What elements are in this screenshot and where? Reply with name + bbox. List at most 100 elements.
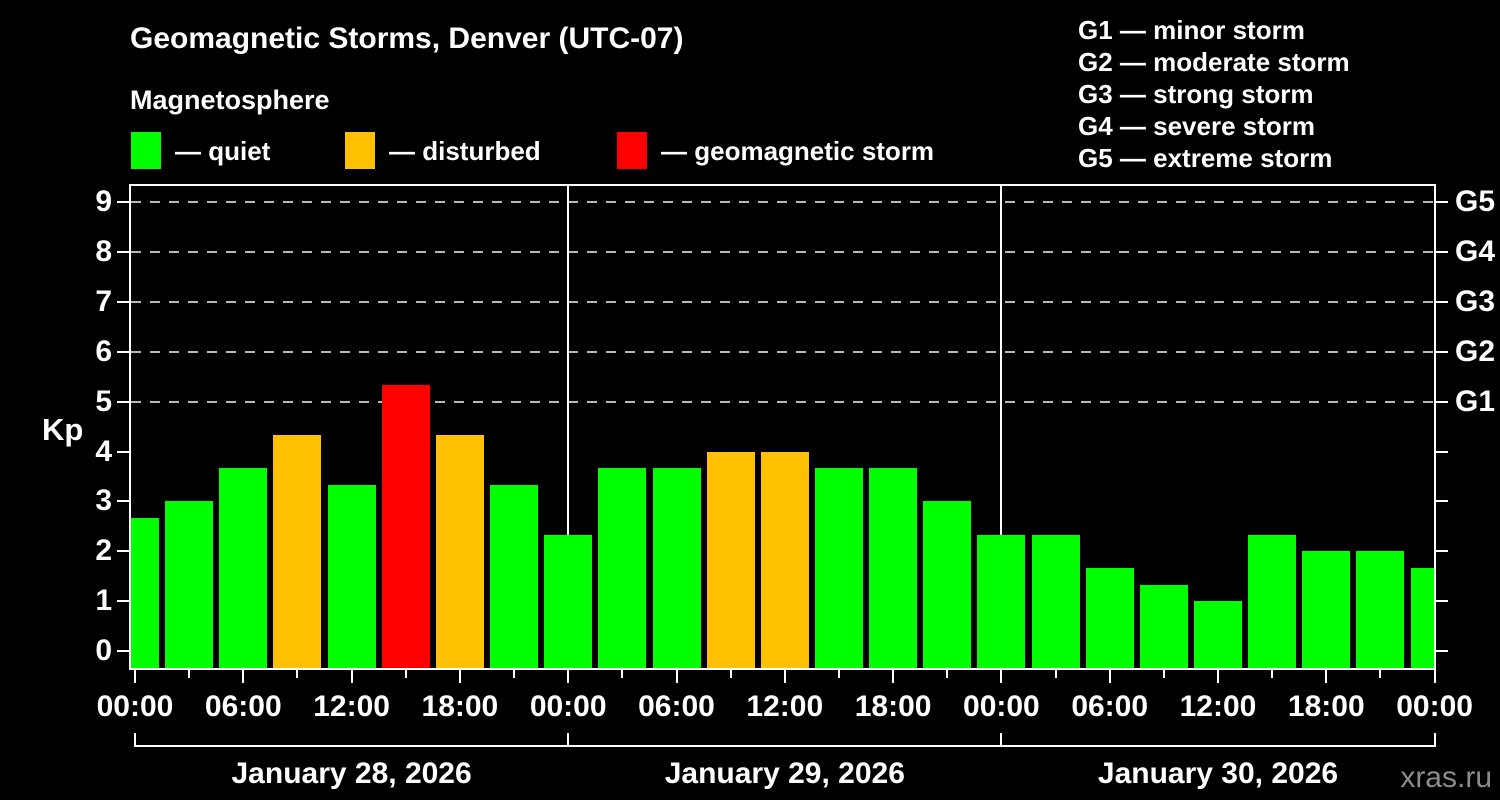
legend-swatch-disturbed <box>345 132 375 169</box>
kp-bar <box>131 517 159 668</box>
x-tick-label: 18:00 <box>421 690 499 723</box>
x-tick-label: 00:00 <box>963 690 1040 723</box>
right-axis-tick <box>1435 450 1448 453</box>
legend-swatch-quiet <box>131 132 161 169</box>
y-tick-label: 0 <box>95 634 112 667</box>
gridline-g3 <box>131 301 1434 304</box>
day-separator <box>567 186 570 668</box>
kp-bar <box>598 468 647 668</box>
y-tick-label: 3 <box>95 484 112 518</box>
date-bracket-tick <box>1433 733 1436 747</box>
x-tick-label: 18:00 <box>1287 690 1365 723</box>
kp-bar <box>1085 567 1134 668</box>
x-axis-minor-tick <box>513 669 516 678</box>
y-tick-label: 1 <box>95 584 112 618</box>
right-axis-tick <box>1435 201 1448 204</box>
kp-bar <box>1031 534 1080 668</box>
legend-swatch-storm <box>617 132 647 169</box>
storm-scale-g3: G3 — strong storm <box>1078 79 1314 109</box>
right-axis-tick <box>1435 600 1448 603</box>
day-separator <box>1000 186 1003 668</box>
y-tick-label: 2 <box>95 534 112 568</box>
x-axis-minor-tick <box>946 669 949 678</box>
x-tick-label: 12:00 <box>746 690 824 723</box>
y-axis-tick <box>117 350 130 353</box>
x-axis-minor-tick <box>729 669 732 678</box>
x-axis-minor-tick <box>837 669 840 678</box>
y-axis-tick <box>117 500 130 503</box>
x-axis-major-tick <box>1217 669 1219 683</box>
x-axis-major-tick <box>892 669 895 683</box>
g-level-label-g1: G1 <box>1455 384 1496 418</box>
kp-bar <box>435 435 484 668</box>
chart-subtitle: Magnetosphere <box>130 85 330 115</box>
storm-scale-g4: G4 — severe storm <box>1078 111 1316 141</box>
x-tick-label: 00:00 <box>96 690 174 723</box>
y-axis-tick <box>117 201 130 204</box>
y-tick-label: 4 <box>95 434 112 468</box>
kp-bar <box>219 468 268 668</box>
y-axis-tick <box>117 251 130 254</box>
watermark-link[interactable]: xras.ru <box>1400 761 1492 794</box>
kp-bar <box>977 534 1026 668</box>
right-axis-tick <box>1435 650 1448 652</box>
page-title: Geomagnetic Storms, Denver (UTC-07) <box>130 22 684 55</box>
kp-bar <box>1410 567 1434 668</box>
y-axis-tick <box>117 301 130 304</box>
x-axis-major-tick <box>1325 669 1328 683</box>
x-axis-major-tick <box>134 669 136 683</box>
gridline-g1 <box>131 400 1434 403</box>
storm-scale-legend: G1 — minor storm G2 — moderate storm G3 … <box>1078 14 1350 174</box>
date-bracket-line <box>134 745 1436 747</box>
x-tick-label: 06:00 <box>204 690 282 723</box>
legend-label-quiet: — quiet <box>175 136 271 166</box>
x-axis-major-tick <box>567 669 570 683</box>
legend-label-disturbed: — disturbed <box>389 136 541 166</box>
storm-scale-g5: G5 — extreme storm <box>1078 143 1333 173</box>
legend-label-storm: — geomagnetic storm <box>661 136 935 166</box>
g-level-label-g4: G4 <box>1455 235 1496 269</box>
right-axis-tick <box>1435 550 1448 553</box>
kp-bar <box>1356 551 1405 668</box>
kp-bar <box>814 468 863 668</box>
right-axis-tick <box>1435 301 1448 304</box>
date-label: January 30, 2026 <box>1097 757 1339 790</box>
x-axis-major-tick <box>675 669 678 683</box>
gridline-g5 <box>131 201 1434 204</box>
kp-bar <box>381 385 430 668</box>
kp-bar <box>327 484 376 668</box>
y-tick-label: 6 <box>95 334 112 368</box>
kp-bar <box>544 534 593 668</box>
x-axis-major-tick <box>1433 669 1436 683</box>
x-axis-minor-tick <box>1054 669 1057 678</box>
y-tick-label: 9 <box>95 185 112 219</box>
x-tick-label: 12:00 <box>313 690 390 723</box>
kp-bar <box>1302 551 1351 668</box>
x-axis-major-tick <box>350 669 353 683</box>
x-axis-minor-tick <box>404 669 407 678</box>
kp-bar <box>1139 584 1188 668</box>
x-tick-label: 06:00 <box>638 690 715 723</box>
right-axis-tick <box>1435 400 1448 403</box>
date-label: January 28, 2026 <box>231 757 472 790</box>
y-tick-label: 7 <box>95 285 112 319</box>
x-axis-minor-tick <box>1379 669 1382 678</box>
x-axis-minor-tick <box>621 669 624 678</box>
right-axis-tick <box>1435 251 1448 254</box>
x-axis-minor-tick <box>188 669 191 678</box>
y-axis-tick <box>117 550 130 553</box>
x-tick-label: 18:00 <box>854 690 932 723</box>
storm-scale-g1: G1 — minor storm <box>1078 15 1305 45</box>
right-axis-tick <box>1435 500 1448 503</box>
kp-bar <box>923 501 972 668</box>
x-tick-label: 12:00 <box>1179 690 1257 723</box>
y-tick-label: 8 <box>95 235 112 269</box>
plot-area <box>131 186 1434 668</box>
x-tick-label: 00:00 <box>1396 690 1473 723</box>
g-level-label-g3: G3 <box>1455 285 1496 319</box>
kp-bar <box>706 451 755 668</box>
y-axis-tick <box>117 600 130 603</box>
x-tick-label: 00:00 <box>529 690 607 723</box>
x-axis-major-tick <box>1000 669 1003 683</box>
